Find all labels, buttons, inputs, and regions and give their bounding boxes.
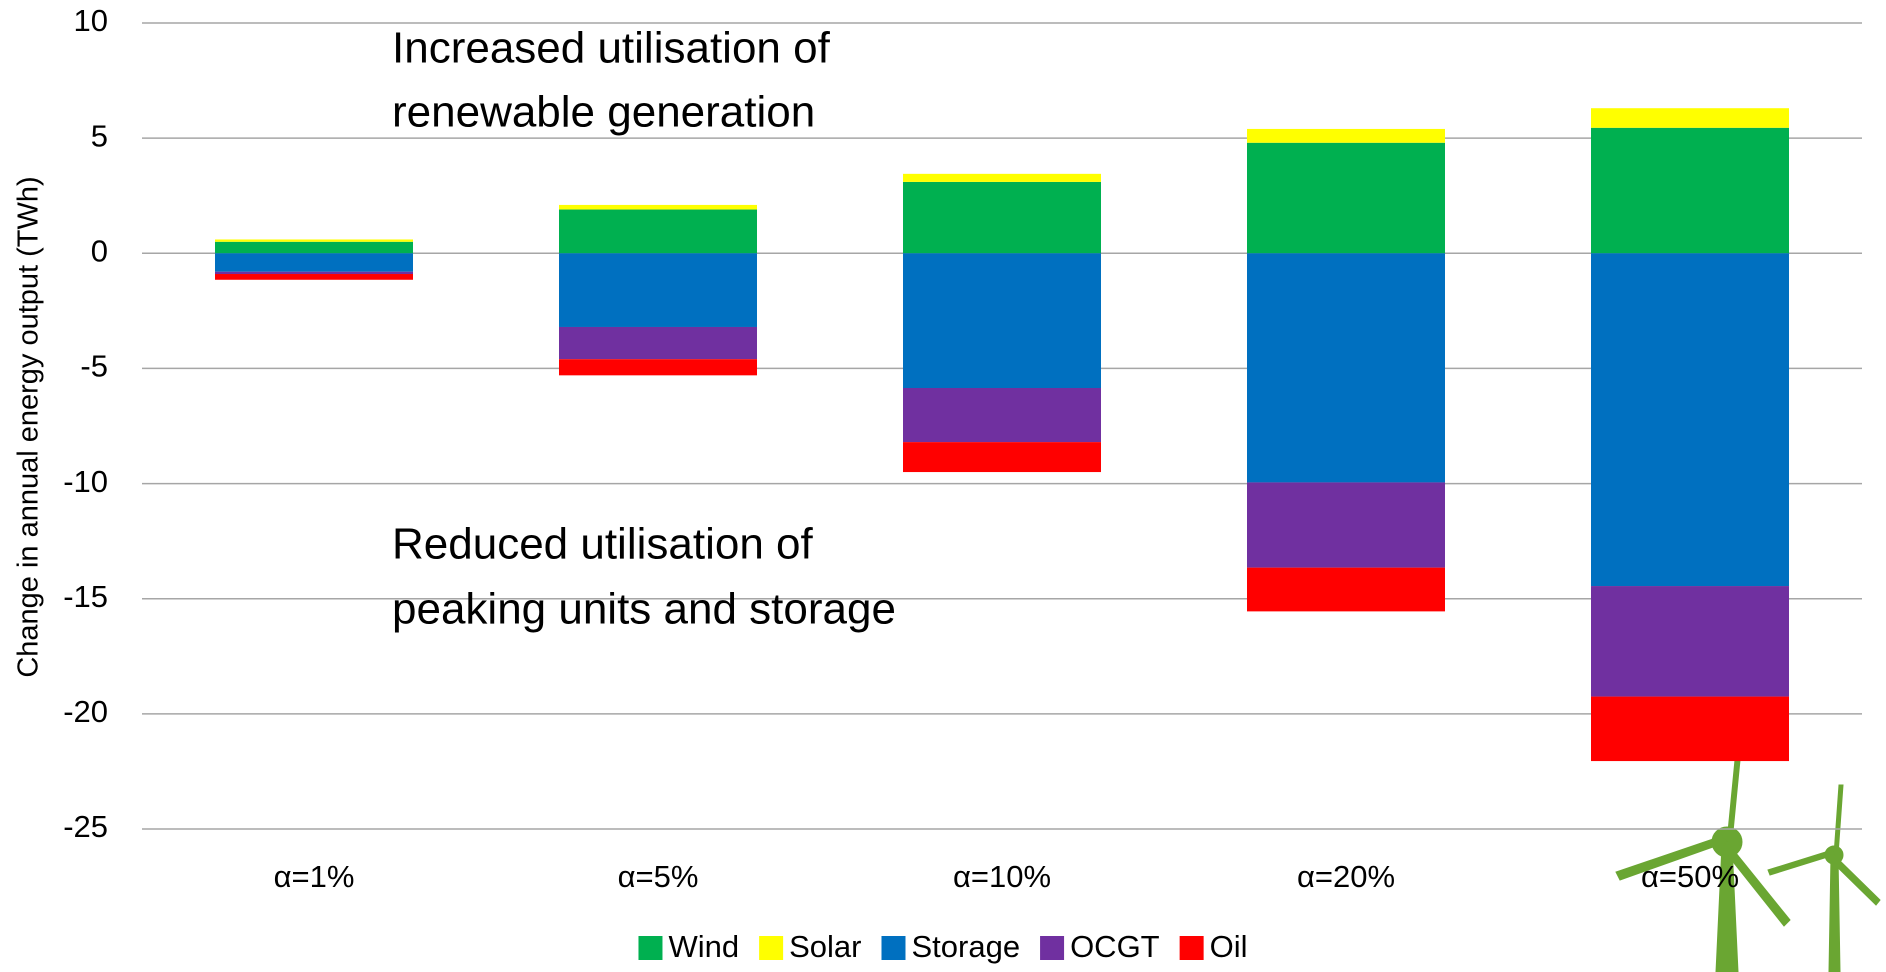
bar-segment xyxy=(215,241,413,254)
y-tick-label: -25 xyxy=(63,809,108,844)
bar-segment xyxy=(215,253,413,272)
bar-segment xyxy=(1591,696,1789,762)
annotation: renewable generation xyxy=(392,88,815,137)
legend-label: Storage xyxy=(911,929,1020,964)
y-tick-label: 10 xyxy=(74,3,108,38)
bar-segment xyxy=(559,209,757,254)
bar-segment xyxy=(1247,142,1445,254)
annotation: peaking units and storage xyxy=(392,585,896,634)
x-tick-label: α=10% xyxy=(953,859,1051,894)
x-tick-label: α=1% xyxy=(274,859,355,894)
bar-segment xyxy=(559,326,757,360)
bar-segment xyxy=(1247,128,1445,143)
bar-segment xyxy=(215,239,413,242)
legend-swatch xyxy=(881,936,906,960)
bar-segment xyxy=(559,204,757,210)
bar-segment xyxy=(1247,567,1445,612)
bar-segment xyxy=(215,274,413,280)
windmill-decoration xyxy=(1615,759,1881,972)
y-axis-label: Change in annual energy output (TWh) xyxy=(13,176,45,677)
legend-label: Solar xyxy=(789,929,861,964)
bar-segment xyxy=(903,253,1101,389)
legend-label: Oil xyxy=(1210,929,1248,964)
bar-segment xyxy=(1591,108,1789,128)
bar-segment xyxy=(559,253,757,327)
y-tick-label: -10 xyxy=(63,464,108,499)
legend-label: OCGT xyxy=(1070,929,1160,964)
bar-segment xyxy=(903,442,1101,473)
legend: Wind Solar Storage OCGT Oil xyxy=(638,929,1248,964)
bar-segment xyxy=(903,181,1101,254)
bar-segment xyxy=(1591,586,1789,697)
legend-label: Wind xyxy=(668,929,739,964)
grid xyxy=(142,22,1862,830)
legend-swatch xyxy=(1179,936,1204,960)
annotation: Reduced utilisation of xyxy=(392,520,813,569)
bar-segment xyxy=(1247,482,1445,568)
x-tick-label: α=5% xyxy=(618,859,699,894)
annotation: Increased utilisation of xyxy=(392,24,831,73)
y-tick-label: -20 xyxy=(63,694,108,729)
bar-segment xyxy=(1591,253,1789,587)
bar-segment xyxy=(903,388,1101,443)
bar-segment xyxy=(1247,253,1445,483)
bar-segment xyxy=(1591,127,1789,254)
x-tick-label: α=20% xyxy=(1297,859,1395,894)
bar-segment xyxy=(559,359,757,376)
legend-swatch xyxy=(759,936,784,960)
y-tick-label: -15 xyxy=(63,579,108,614)
y-tick-label: 5 xyxy=(91,118,108,153)
bar-segment xyxy=(903,173,1101,182)
legend-swatch xyxy=(1040,936,1065,960)
bar-segment xyxy=(215,271,413,275)
x-tick-label: α=50% xyxy=(1641,859,1739,894)
y-tick-label: -5 xyxy=(80,349,108,384)
y-tick-label: 0 xyxy=(91,233,108,268)
legend-swatch xyxy=(638,936,663,960)
